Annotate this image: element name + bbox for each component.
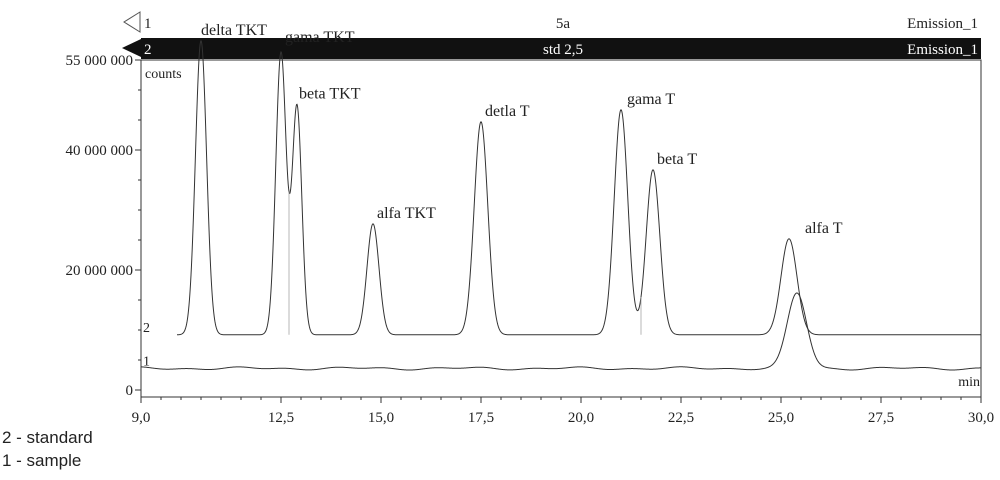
x-axis-unit-label: min [958,375,980,390]
legend-sample: 1 - sample [2,451,82,470]
header-row-1-detector: Emission_1 [907,16,978,32]
y-tick-label: 0 [126,383,134,399]
x-tick-label: 22,5 [668,410,694,426]
x-axis: 9,0 12,5 15,0 17,5 20,0 22,5 25,0 27,5 30,0 [132,397,994,426]
peak-label: beta TKT [299,85,361,102]
peak-labels: delta TKT gama TKT beta TKT alfa TKT detla T… [201,22,843,237]
x-tick-label: 9,0 [132,410,151,426]
trace-1-label: 1 [143,354,150,369]
x-tick-label: 17,5 [468,410,494,426]
plot-frame [140,59,982,398]
peak-label: beta T [657,151,697,168]
trace-2-marker-icon [122,39,141,57]
chromatogram-chart: 1 5a Emission_1 2 std 2,5 Emission_1 cou… [66,11,994,426]
y-tick-label: 40 000 000 [66,143,134,159]
y-axis: 0 20 000 000 40 000 000 55 000 000 [66,53,141,399]
y-tick-label: 20 000 000 [66,263,134,279]
header-row-2-detector: Emission_1 [907,42,978,58]
x-tick-label: 27,5 [868,410,894,426]
trace-1-marker-icon [123,11,141,33]
header-row-2: 2 std 2,5 Emission_1 [122,38,981,59]
x-tick-label: 20,0 [568,410,594,426]
y-tick-label: 55 000 000 [66,53,134,69]
trace-2-line [176,39,829,336]
header-row-2-trace: 2 [144,42,152,58]
peak-label: gama T [627,91,675,108]
header-row-1-trace: 1 [144,16,152,32]
trace-2-label: 2 [143,321,150,336]
traces: 21 [140,39,981,371]
header-row-1: 1 5a Emission_1 [123,11,978,33]
header-row-2-name: std 2,5 [543,42,583,58]
x-tick-label: 12,5 [268,410,294,426]
x-tick-label: 15,0 [368,410,394,426]
legend-standard: 2 - standard [2,428,93,447]
y-axis-label: counts [145,67,182,82]
x-tick-label: 30,0 [968,410,994,426]
header-row-1-name: 5a [556,16,571,32]
x-tick-label: 25,0 [768,410,794,426]
peak-label: detla T [485,103,530,120]
peak-label: gama TKT [285,29,355,46]
peak-label: alfa T [805,220,843,237]
header-row-2-bar [141,38,981,59]
peak-label: alfa TKT [377,205,436,222]
trace-1-line [140,292,981,371]
peak-label: delta TKT [201,22,267,39]
